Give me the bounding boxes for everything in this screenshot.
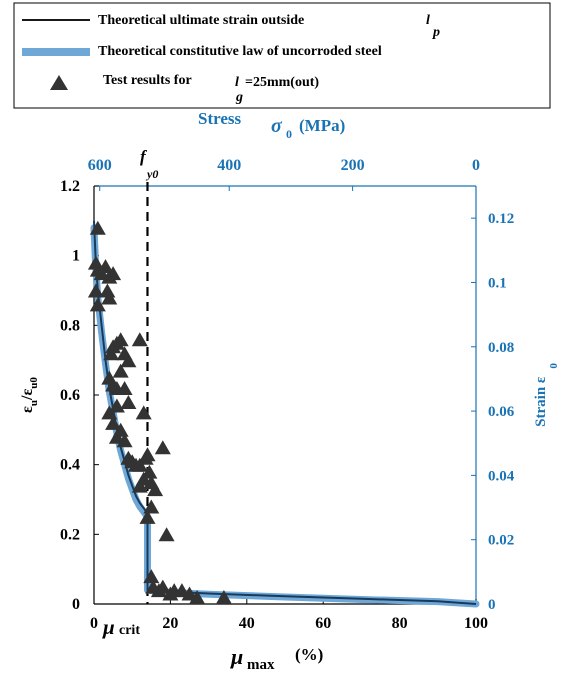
top-tick-label: 600	[88, 157, 112, 174]
test-result-point	[158, 527, 175, 542]
test-result-point	[116, 433, 133, 448]
legend-item-1-subscript: p	[432, 25, 440, 40]
constitutive-law-band	[90, 224, 480, 608]
bottom-tick-label: 100	[464, 615, 488, 632]
right-axis-title: Strain ε 0	[533, 363, 560, 427]
test-result-point	[87, 283, 104, 298]
test-result-point	[154, 579, 171, 594]
left-axis-title: εu/εu0	[19, 377, 40, 413]
fy0-subscript: y0	[145, 167, 158, 181]
bottom-axis-title-symbol: μ	[230, 644, 243, 669]
bottom-axis-title-subscript: max	[247, 657, 275, 673]
top-axis-title-symbol: σ	[271, 115, 283, 137]
test-result-point	[215, 590, 232, 604]
test-result-point	[154, 440, 171, 455]
legend-item-3-label: Test results for	[103, 73, 192, 88]
test-result-point	[139, 509, 156, 524]
legend-item-3-symbol: l	[235, 75, 239, 90]
test-result-point	[112, 363, 129, 378]
bottom-axis-title-unit: (%)	[295, 645, 323, 664]
right-tick-label: 0.12	[488, 211, 514, 227]
legend-item-3-suffix: =25mm(out)	[245, 75, 319, 90]
left-axis-title-sub-u: u	[28, 400, 40, 406]
fy0-label: f y0	[140, 147, 158, 181]
legend-item-1-label: Theoretical ultimate strain outside	[98, 13, 304, 28]
legend-item-2-label: Theoretical constitutive law of uncorrod…	[98, 44, 382, 59]
test-result-point	[120, 395, 137, 409]
right-axis-title-subscript: 0	[548, 363, 560, 369]
left-axis-title-eps: ε	[19, 406, 36, 413]
test-result-point	[105, 415, 122, 430]
left-tick-label: 0.4	[60, 457, 80, 474]
test-result-point	[101, 290, 118, 305]
test-result-point	[105, 266, 122, 281]
top-axis-title: Stress σ 0 (MPa)	[198, 109, 345, 141]
top-tick-label: 400	[217, 157, 241, 174]
svg-text:Strain ε0: Strain ε 0	[533, 363, 560, 427]
fy0-symbol: f	[140, 147, 148, 166]
left-axis-title-slash: /ε	[19, 389, 36, 401]
legend-item-1-symbol: l	[426, 13, 430, 28]
right-tick-label: 0.02	[488, 533, 514, 549]
left-tick-label: 1	[72, 248, 80, 265]
bottom-tick-label: 60	[315, 615, 331, 632]
test-result-point	[141, 464, 158, 479]
top-tick-label: 200	[341, 157, 365, 174]
test-result-point	[99, 283, 116, 298]
left-tick-label: 1.2	[60, 178, 80, 195]
legend: Theoretical ultimate strain outside l p …	[13, 2, 551, 109]
top-axis-title-word: Stress	[198, 109, 242, 128]
bottom-axis-title: μ max (%)	[230, 644, 323, 673]
test-result-point	[112, 332, 129, 347]
bottom-tick-label: 40	[239, 615, 255, 632]
top-axis-title-unit: (MPa)	[299, 116, 345, 135]
test-result-point	[189, 590, 206, 604]
svg-text:εu/εu0: εu/εu0	[19, 377, 40, 413]
bottom-tick-label: 20	[162, 615, 178, 632]
legend-item-3-subscript: g	[235, 90, 243, 105]
right-tick-label: 0.08	[488, 340, 514, 356]
right-tick-label: 0	[488, 597, 496, 613]
left-axis-title-sub-u0: u0	[28, 377, 40, 389]
mu-crit-symbol: μ	[102, 615, 115, 639]
mu-crit-label: μ crit	[102, 615, 140, 639]
test-result-point	[143, 569, 160, 584]
legend-marker-swatch	[50, 75, 68, 90]
bottom-tick-label: 80	[392, 615, 408, 632]
bottom-tick-label: 0	[90, 615, 98, 632]
test-result-point	[116, 381, 133, 395]
legend-band-swatch	[22, 48, 90, 56]
test-result-point	[108, 398, 125, 413]
test-result-point	[139, 447, 156, 462]
right-tick-label: 0.06	[488, 404, 515, 420]
test-result-point	[147, 482, 164, 497]
test-result-point	[131, 332, 148, 347]
right-tick-label: 0.1	[488, 275, 507, 291]
test-result-point	[120, 353, 137, 368]
right-tick-label: 0.04	[488, 468, 515, 484]
test-result-point	[97, 259, 114, 274]
left-tick-label: 0.8	[60, 317, 80, 334]
ultimate-strain-line	[93, 220, 477, 605]
test-result-point	[87, 255, 104, 270]
test-result-point	[89, 297, 106, 312]
test-result-point	[143, 499, 160, 514]
left-tick-label: 0	[72, 596, 80, 613]
test-result-point	[135, 405, 152, 420]
right-axis-title-word: Strain ε	[533, 376, 549, 427]
legend-box	[13, 2, 551, 109]
left-tick-label: 0.6	[60, 387, 80, 404]
left-tick-label: 0.2	[60, 526, 80, 543]
test-result-point	[89, 220, 106, 235]
top-tick-label: 0	[472, 157, 480, 174]
top-axis-title-subscript: 0	[286, 127, 292, 141]
mu-crit-subscript: crit	[119, 623, 140, 638]
